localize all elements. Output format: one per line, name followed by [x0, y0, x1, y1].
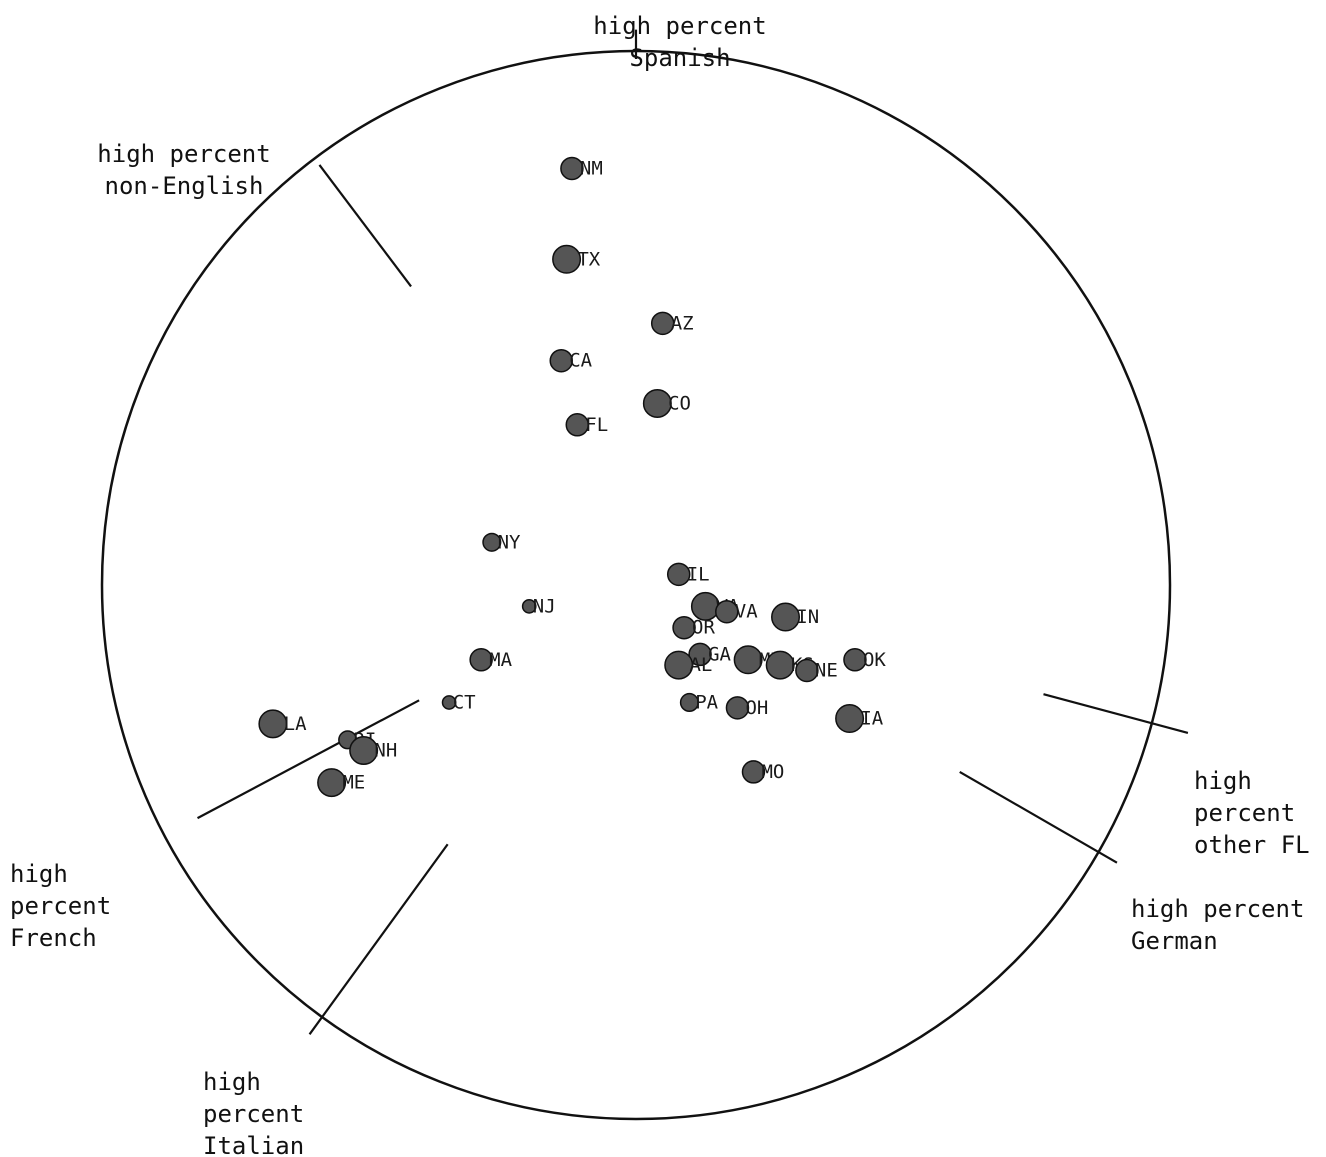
point-label-pa: PA [695, 691, 718, 713]
point-mo [741, 760, 766, 784]
axis-non-english-line [318, 164, 412, 288]
point-pa [679, 692, 699, 713]
axis-non-english-label-line: non-English [105, 172, 264, 200]
point-nh [349, 736, 379, 766]
axis-other-fl-label: high percent other FL [1194, 767, 1310, 859]
axis-german-label: high percent German [1131, 895, 1304, 955]
axis-italian-line [308, 843, 449, 1035]
point-label-fl: FL [585, 414, 608, 436]
axis-french-label: high percent French [10, 860, 111, 952]
axis-french-label-line: percent [10, 892, 111, 920]
point-label-in: IN [796, 606, 819, 628]
axis-italian-label-line: Italian [203, 1132, 304, 1157]
point-label-ne: NE [815, 659, 838, 681]
point-label-nh: NH [374, 740, 397, 762]
point-va [715, 599, 739, 624]
point-label-ca: CA [569, 350, 592, 372]
axis-italian-label: high percent Italian [203, 1068, 304, 1157]
point-label-az: AZ [671, 312, 694, 334]
point-label-oh: OH [745, 697, 768, 719]
point-label-ma: MA [489, 649, 512, 671]
point-label-la: LA [284, 713, 307, 735]
axis-french-line [196, 699, 420, 820]
data-points: NMTXAZCACOFLNYNJMACTLARINHMEILWAVAINORGA… [258, 156, 886, 798]
point-label-ct: CT [453, 691, 476, 713]
point-label-ga: GA [708, 643, 731, 665]
point-label-va: VA [735, 601, 758, 623]
point-ne [795, 658, 819, 683]
axis-other-fl-label-line: high [1194, 767, 1252, 795]
point-tx [552, 244, 582, 274]
point-label-nj: NJ [533, 595, 556, 617]
point-ks [765, 650, 795, 680]
point-ny [482, 532, 502, 552]
point-az [650, 311, 675, 336]
point-ca [549, 348, 573, 373]
point-label-ia: IA [860, 708, 883, 730]
plot-circle [100, 49, 1172, 1121]
point-label-or: OR [692, 617, 715, 639]
point-ga [688, 642, 712, 667]
point-il [666, 562, 691, 587]
point-label-ny: NY [498, 531, 521, 553]
point-al [664, 650, 694, 680]
axis-french-label-line: French [10, 924, 97, 952]
point-or [672, 615, 696, 640]
axis-french-label-line: high [10, 860, 68, 888]
point-oh [725, 696, 750, 720]
point-label-ok: OK [863, 649, 886, 671]
axis-italian-label-line: high [203, 1068, 261, 1096]
point-label-il: IL [687, 563, 710, 585]
axis-spanish-label: high percent Spanish [593, 12, 766, 72]
point-in [771, 602, 801, 632]
point-la [258, 709, 288, 739]
axis-german-label-line: German [1131, 927, 1218, 955]
axis-german-label-line: high percent [1131, 895, 1304, 923]
point-ct [441, 695, 457, 710]
point-ok [843, 648, 867, 672]
point-fl [565, 413, 590, 437]
axis-spanish-label-line: high percent [593, 12, 766, 40]
axis-other-fl-label-line: percent [1194, 799, 1295, 827]
axis-italian-label-line: percent [203, 1100, 304, 1128]
axis-other-fl-label-line: other FL [1194, 831, 1310, 859]
point-label-tx: TX [577, 248, 600, 270]
axis-non-english-label: high percent non-English [97, 140, 270, 200]
axis-markers: high percent Spanish high percent non-Engli… [10, 12, 1310, 1157]
axis-spanish-label-line: Spanish [629, 44, 730, 72]
point-label-me: ME [342, 772, 365, 794]
point-me [317, 768, 347, 798]
point-ia [835, 704, 865, 733]
point-label-co: CO [668, 392, 691, 414]
axis-german-line [959, 770, 1118, 864]
point-ma [469, 648, 493, 672]
point-nm [560, 156, 584, 181]
point-nj [521, 599, 537, 614]
point-label-nm: NM [580, 157, 603, 179]
point-mn [733, 645, 763, 675]
axis-other-fl-line [1043, 693, 1189, 734]
point-label-al: AL [689, 654, 712, 676]
point-co [642, 388, 672, 418]
axis-non-english-label-line: high percent [97, 140, 270, 168]
point-label-mo: MO [761, 761, 784, 783]
